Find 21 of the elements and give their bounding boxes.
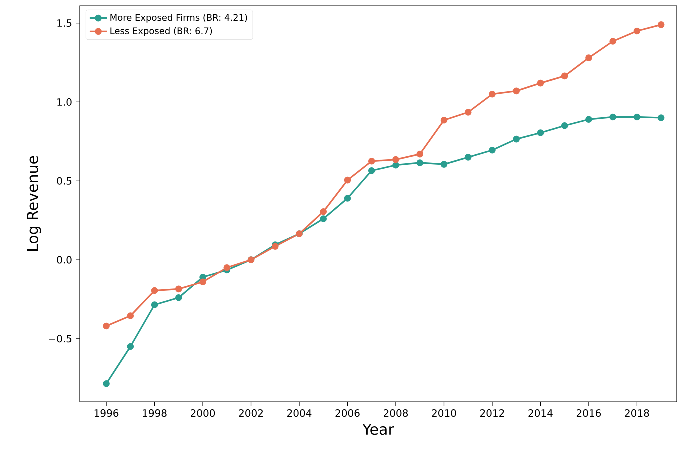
x-tick-label: 2002	[239, 410, 263, 418]
y-axis-title: Log Revenue	[27, 156, 42, 251]
y-tick-label: 0.5	[57, 177, 72, 185]
x-tick-label: 1998	[143, 410, 167, 418]
x-tick-label: 1996	[94, 410, 119, 418]
y-tick-label: 0.0	[57, 256, 72, 264]
x-tick-label: 2008	[384, 410, 408, 418]
y-tick-label: 1.5	[58, 20, 72, 28]
y-tick-label: −0.5	[49, 335, 72, 343]
legend-label: More Exposed Firms (BR: 4.21)	[110, 14, 248, 23]
x-tick-label: 2012	[480, 410, 504, 418]
x-axis-title: Year	[362, 424, 394, 436]
x-tick-label: 2006	[336, 410, 360, 418]
x-tick-label: 2000	[191, 410, 216, 418]
y-tick-label: 1.0	[58, 98, 72, 106]
x-tick-label: 2016	[576, 410, 602, 418]
legend-label: Less Exposed (BR: 6.7)	[110, 27, 212, 36]
x-tick-label: 2004	[288, 410, 312, 418]
x-tick-label: 2018	[625, 410, 650, 418]
x-tick-label: 2010	[432, 410, 456, 418]
x-tick-label: 2014	[528, 410, 553, 418]
